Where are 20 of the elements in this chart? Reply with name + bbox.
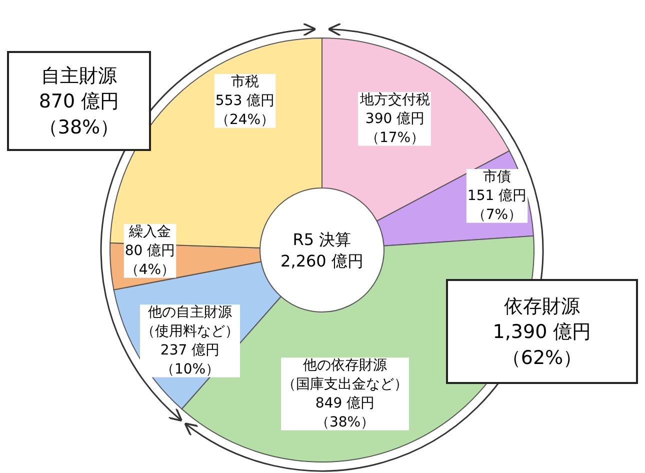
data-label: 80 億円（4%） [124, 242, 176, 278]
data-label: 151 億円（7%） [467, 188, 527, 223]
slice-label: 市債 [483, 169, 511, 185]
text: 870 億円 [38, 90, 120, 113]
text: 2,260 億円 [280, 251, 364, 270]
text: （62%） [502, 346, 582, 369]
slice-label: 地方交付税 [359, 92, 430, 108]
text: （38%） [38, 116, 120, 138]
text: 1,390 億円 [492, 321, 592, 344]
slice-label: 他の自主財源（使用料など） [141, 304, 239, 340]
data-label: 237 億円（10%） [160, 342, 220, 378]
slice-label: 他の依存財源（国庫支出金など） [282, 358, 408, 392]
data-label: 390 億円（17%） [365, 110, 425, 146]
text: 自主財源 [41, 65, 117, 87]
slice-label: 繰入金 [128, 224, 171, 240]
data-label: 849 億円（38%） [315, 395, 375, 430]
text: R5 決算 [292, 230, 352, 249]
data-label: 553 億円（24%） [215, 92, 275, 128]
text: 依存財源 [504, 296, 580, 318]
slice-label: 市税 [231, 74, 259, 90]
